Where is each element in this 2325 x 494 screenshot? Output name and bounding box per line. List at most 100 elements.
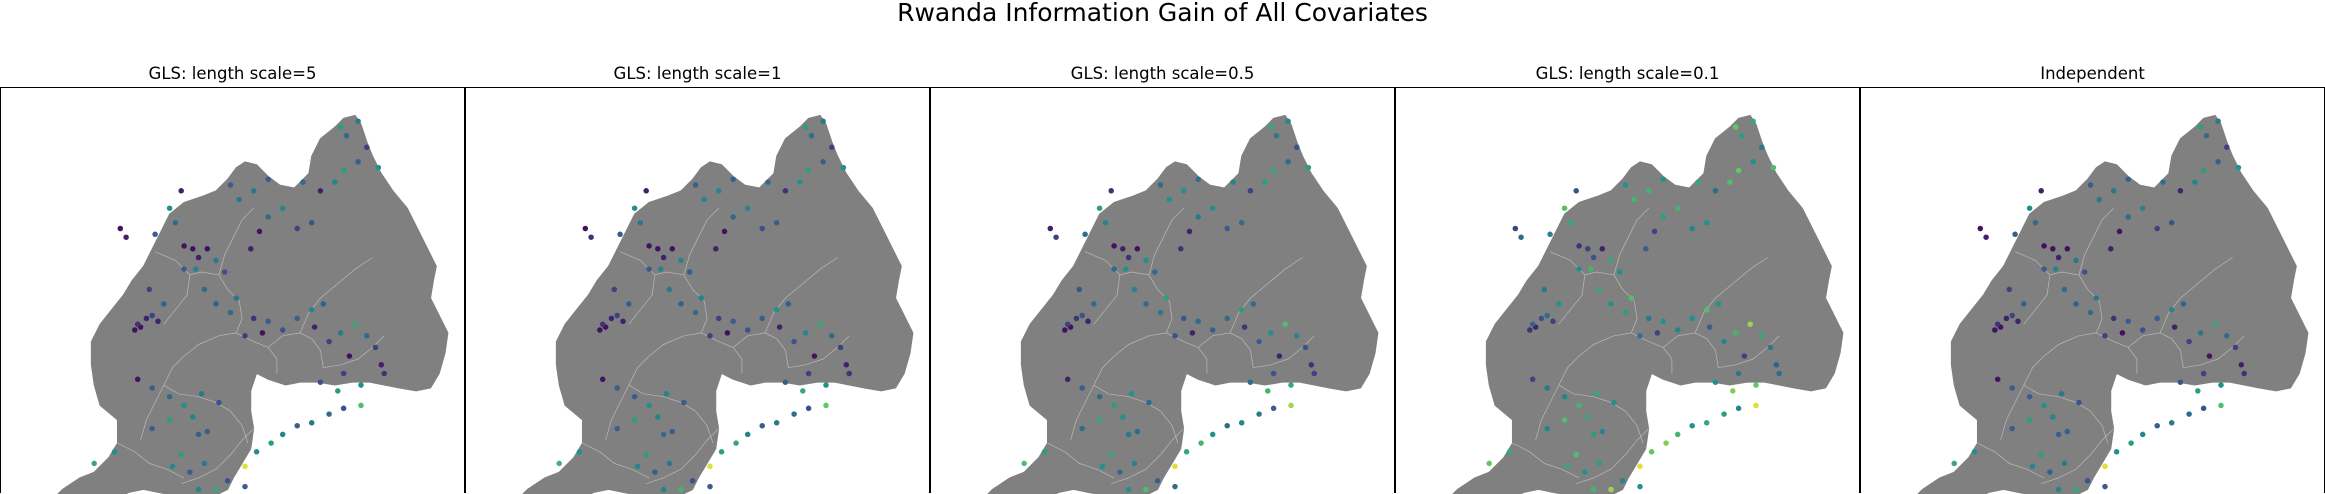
survey-point	[294, 315, 300, 322]
survey-point	[2009, 385, 2015, 391]
survey-point	[776, 324, 783, 330]
survey-point	[332, 179, 338, 185]
survey-point	[2168, 306, 2175, 313]
survey-point	[340, 405, 347, 412]
district-border	[2023, 384, 2109, 444]
survey-point	[1128, 391, 1135, 397]
district-border	[2023, 274, 2051, 325]
survey-point	[1053, 234, 1059, 240]
survey-point	[666, 460, 673, 467]
survey-point	[1282, 321, 1288, 327]
survey-point	[1547, 231, 1553, 238]
survey-point	[1131, 460, 1138, 467]
survey-point	[808, 132, 815, 139]
survey-point	[692, 309, 699, 316]
survey-point	[1256, 411, 1262, 417]
map-axes	[1395, 87, 1860, 494]
district-border	[1558, 274, 1586, 325]
survey-point	[1770, 164, 1777, 171]
survey-point	[1151, 269, 1158, 275]
survey-point	[1186, 228, 1193, 235]
survey-point	[352, 321, 358, 327]
survey-point	[1753, 382, 1759, 388]
survey-point	[1518, 234, 1524, 240]
survey-point	[2026, 417, 2033, 423]
survey-point	[224, 478, 231, 484]
district-border	[1662, 332, 1719, 368]
district-border	[2183, 335, 2245, 369]
survey-point	[660, 431, 667, 438]
survey-point	[614, 312, 620, 319]
survey-point	[2041, 402, 2047, 409]
district-border	[1093, 384, 1179, 444]
survey-point	[2125, 214, 2131, 220]
survey-point	[1590, 254, 1597, 261]
survey-point	[707, 463, 713, 470]
survey-point	[343, 132, 350, 139]
country-outline	[522, 114, 914, 494]
figure-title: Rwanda Information Gain of All Covariate…	[897, 0, 1428, 27]
survey-point	[1134, 246, 1141, 252]
map-axes	[465, 87, 930, 494]
survey-point	[317, 379, 324, 385]
survey-point	[2050, 414, 2056, 420]
survey-point	[308, 420, 315, 426]
panel-title: GLS: length scale=5	[148, 64, 317, 83]
survey-point	[2119, 330, 2126, 336]
district-border	[218, 207, 254, 275]
survey-point	[2139, 205, 2146, 211]
survey-point	[1674, 205, 1681, 211]
survey-point	[169, 463, 176, 470]
survey-point	[1715, 301, 1722, 307]
panel-title: GLS: length scale=1	[613, 64, 782, 83]
survey-point	[1599, 428, 1606, 435]
survey-point	[1576, 266, 1582, 272]
survey-point	[576, 449, 583, 455]
survey-point	[1172, 463, 1178, 470]
survey-point	[1041, 449, 1048, 455]
survey-point	[1262, 179, 1268, 185]
survey-point	[1654, 330, 1661, 336]
survey-point	[2009, 312, 2015, 319]
survey-point	[617, 231, 623, 238]
survey-point	[1637, 333, 1643, 339]
rwanda-map-layer	[57, 114, 449, 494]
survey-point	[172, 219, 179, 226]
survey-point	[689, 478, 696, 484]
survey-point	[161, 301, 167, 307]
survey-point	[1695, 179, 1701, 185]
survey-point	[1270, 405, 1277, 412]
survey-point	[1567, 219, 1574, 226]
survey-point	[311, 324, 318, 330]
district-border	[1047, 442, 1115, 479]
survey-point	[326, 338, 332, 345]
survey-point	[259, 330, 266, 336]
survey-point	[744, 327, 751, 333]
survey-point	[1305, 164, 1312, 171]
district-border	[323, 335, 385, 369]
survey-point	[1096, 205, 1103, 211]
survey-point	[2212, 321, 2218, 327]
survey-point	[1308, 362, 1315, 368]
survey-point	[2084, 478, 2091, 484]
survey-point	[1741, 353, 1748, 359]
survey-point	[2168, 219, 2175, 226]
country-outline	[987, 114, 1379, 494]
survey-point	[149, 425, 155, 432]
district-border	[2078, 207, 2114, 275]
survey-point	[773, 219, 780, 226]
survey-point	[195, 254, 202, 261]
survey-point	[2087, 309, 2094, 316]
survey-point	[2116, 228, 2123, 235]
survey-point	[250, 315, 257, 322]
district-border	[299, 257, 373, 334]
district-border	[1084, 251, 1158, 290]
survey-point	[588, 234, 594, 240]
district-border	[732, 332, 789, 368]
district-border	[1197, 332, 1254, 368]
survey-point	[1178, 246, 1184, 252]
survey-point	[614, 385, 620, 391]
survey-point	[1703, 219, 1710, 226]
survey-point	[1529, 321, 1536, 327]
survey-point	[1747, 321, 1753, 327]
